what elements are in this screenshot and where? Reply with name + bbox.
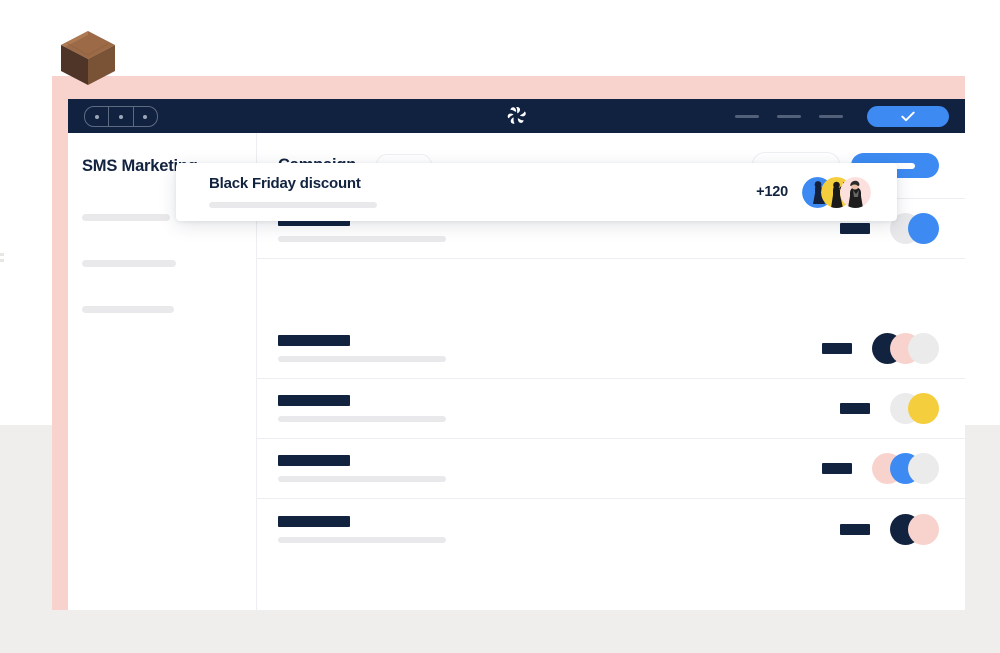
row-subtitle-placeholder: [278, 536, 446, 543]
edge-tick-mark: [0, 253, 4, 256]
sidebar-item-placeholder-3[interactable]: [82, 306, 174, 313]
row-subtitle-placeholder: [278, 416, 446, 422]
row-subtitle-placeholder: [278, 356, 446, 362]
row-subtitle-placeholder: [278, 476, 446, 482]
nav-item-placeholder-1[interactable]: [735, 114, 759, 118]
sidebar-item-placeholder-2[interactable]: [82, 260, 176, 267]
wooden-box-3d-icon: [57, 29, 119, 87]
check-icon: [901, 111, 915, 121]
sidebar-item-placeholder-1[interactable]: [82, 214, 170, 221]
row-title-placeholder: [278, 515, 350, 527]
row-subtitle-placeholder: [278, 236, 446, 242]
pinwheel-logo-icon: [506, 105, 528, 127]
row-count-placeholder: [840, 223, 870, 234]
recipient-count: +120: [756, 184, 788, 200]
avatar: [908, 213, 939, 244]
avatar-group[interactable]: [890, 513, 939, 545]
table-row[interactable]: [257, 379, 965, 439]
avatar: [908, 453, 939, 484]
row-count-placeholder: [840, 523, 870, 535]
titlebar-confirm-button[interactable]: [867, 105, 949, 127]
row-title-placeholder: [278, 395, 350, 406]
nav-item-placeholder-3[interactable]: [819, 114, 843, 118]
row-text-group: [278, 455, 446, 482]
edge-tick-mark: [0, 259, 4, 262]
highlighted-campaign-card[interactable]: Black Friday discount +120: [176, 163, 897, 221]
dot-icon: [94, 114, 99, 119]
nav-item-placeholder-2[interactable]: [777, 114, 801, 118]
highlight-campaign-title: Black Friday discount: [209, 175, 361, 192]
row-meta-group: [822, 453, 939, 484]
row-count-placeholder: [840, 403, 870, 414]
campaign-list: [257, 199, 965, 559]
row-meta-group: [822, 333, 939, 364]
background-panel-right: [965, 425, 1000, 653]
row-title-placeholder: [278, 455, 350, 466]
row-meta-group: [840, 393, 939, 424]
table-row[interactable]: [257, 499, 965, 559]
background-panel-left: [0, 0, 52, 425]
table-row[interactable]: [257, 439, 965, 499]
window-controls[interactable]: [84, 106, 158, 127]
dot-icon: [118, 114, 123, 119]
avatar: [908, 393, 939, 424]
avatar-group[interactable]: [872, 453, 939, 484]
titlebar-right-group: [735, 99, 949, 133]
row-meta-group: [840, 213, 939, 244]
window-control-close[interactable]: [85, 107, 110, 126]
row-text-group: [278, 335, 446, 362]
avatar: [908, 333, 939, 364]
row-count-placeholder: [822, 463, 852, 474]
avatar-group[interactable]: [872, 333, 939, 364]
table-row[interactable]: [257, 319, 965, 379]
highlight-subtitle-placeholder: [209, 202, 377, 208]
row-title-placeholder: [278, 335, 350, 346]
row-meta-group: [840, 513, 939, 545]
row-text-group: [278, 515, 446, 543]
sidebar-title: SMS Marketing: [82, 157, 198, 175]
highlight-meta-group: +120: [756, 176, 871, 208]
window-control-minimize[interactable]: [109, 107, 134, 126]
dot-icon: [143, 114, 148, 119]
row-text-group: [278, 395, 446, 422]
row-count-placeholder: [822, 343, 852, 354]
avatar-pink: [840, 176, 871, 208]
highlight-text-group: Black Friday discount: [209, 176, 377, 208]
avatar-group[interactable]: [890, 393, 939, 424]
window-control-maximize[interactable]: [134, 107, 157, 126]
window-titlebar: [68, 99, 965, 133]
avatar: [908, 513, 939, 545]
avatar-group-photos[interactable]: [802, 176, 871, 208]
avatar-group[interactable]: [890, 213, 939, 244]
